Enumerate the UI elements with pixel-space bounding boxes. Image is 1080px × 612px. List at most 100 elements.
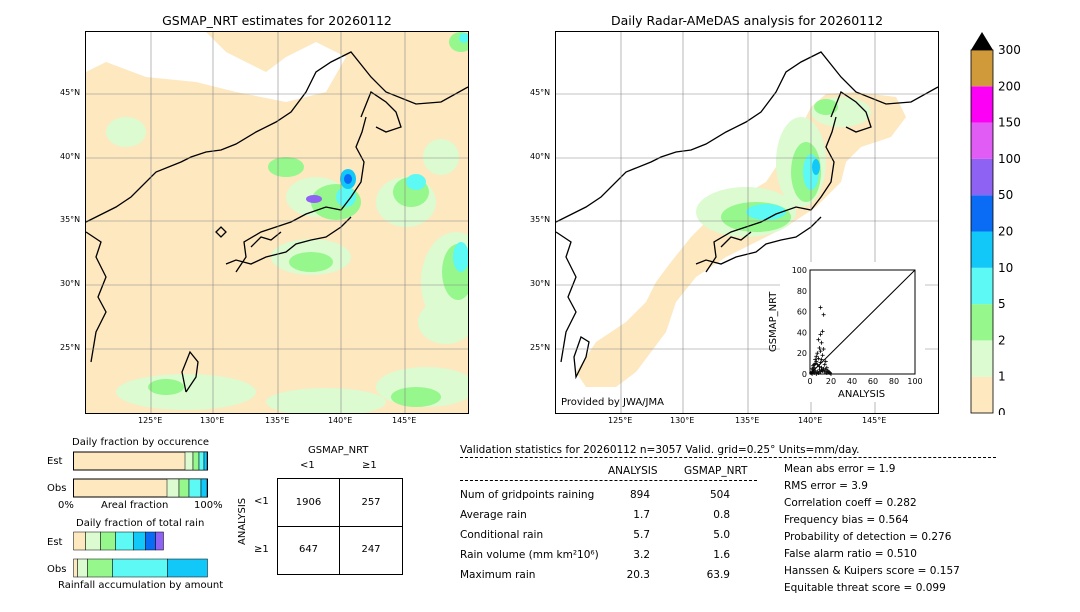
colorbar-tick-label: 300 (998, 43, 1021, 57)
rain-area (148, 379, 184, 395)
left-map-title: GSMAP_NRT estimates for 20260112 (162, 13, 392, 28)
y-tick-label: 60 (797, 308, 807, 317)
contingency-cell: 247 (361, 544, 381, 555)
scatter-point (812, 362, 817, 367)
colorbar-frame (970, 49, 994, 414)
scatter-point (813, 357, 818, 362)
scatter-point (819, 340, 824, 345)
scatter-point (816, 356, 821, 361)
colorbar-tick-label: 50 (998, 188, 1013, 202)
scatter-point (820, 353, 825, 358)
scatter-point (813, 368, 818, 373)
lat-label: 40°N (530, 152, 551, 161)
left-map-canvas (86, 32, 468, 413)
colorbar-swatch (971, 267, 993, 305)
colorbar-swatch (971, 86, 993, 123)
scatter-point (818, 332, 823, 337)
rain-area (459, 33, 468, 43)
scatter-point (817, 364, 822, 369)
lat-label: 30°N (60, 279, 81, 288)
est-bar-segment (155, 531, 164, 551)
lon-label: 140°E (328, 416, 353, 425)
obs-bar-segment (73, 558, 78, 578)
stat-analysis: 5.7 (633, 529, 650, 541)
stat-label: Average rain (460, 509, 527, 521)
obs-bar-segment (77, 558, 88, 578)
fraction-occurrence-title: Daily fraction by occurence (72, 437, 210, 448)
contingency-title: GSMAP_NRT (308, 445, 369, 456)
score: Correlation coeff = 0.282 (784, 497, 917, 509)
colorbar-tick-label: 150 (998, 116, 1021, 130)
contingency-cell: 1906 (295, 497, 322, 508)
contingency-cell: 257 (361, 497, 381, 508)
rain-area (814, 99, 838, 115)
row-label-est: Est (47, 456, 63, 467)
colorbar-swatch (971, 158, 993, 196)
colorbar-swatch (971, 50, 993, 87)
x-tick-label: 80 (889, 377, 899, 386)
contingency-row-label: ≥1 (254, 544, 269, 555)
stat-analysis: 20.3 (626, 569, 650, 581)
est-bar-segment (100, 531, 116, 551)
rain-area (406, 174, 426, 190)
lat-label: 40°N (60, 152, 81, 161)
scatter-inset: 0 0 20 20 40 40 60 60 80 80 100 100 (780, 262, 925, 402)
scatter-point (817, 346, 822, 350)
est-bar-segment (145, 531, 156, 551)
one-to-one-line (809, 269, 916, 375)
fraction-occurrence-bars (73, 451, 208, 498)
score: False alarm ratio = 0.510 (784, 548, 917, 560)
stat-analysis: 1.7 (633, 509, 650, 521)
rain-area (812, 159, 820, 175)
contingency-col-label: ≥1 (362, 460, 377, 471)
colorbar-swatch (971, 340, 993, 377)
x-tick-label: 40 (847, 377, 857, 386)
scatter-point (820, 329, 825, 334)
score: Equitable threat score = 0.099 (784, 582, 946, 594)
colorbar-tick-label: 100 (998, 152, 1021, 166)
colorbar-swatch (971, 304, 993, 341)
obs-bar-segment (112, 558, 168, 578)
stat-gsmap: 504 (709, 489, 730, 501)
rain-area (453, 242, 468, 272)
areal-xlabel-left: 0% (58, 500, 74, 511)
scatter-point (814, 359, 819, 364)
colorbar-tick-label: 20 (998, 225, 1013, 239)
lon-label: 130°E (200, 416, 225, 425)
lat-label: 35°N (60, 215, 81, 224)
stat-gsmap: 5.0 (713, 529, 730, 541)
y-tick-label: 40 (797, 328, 807, 337)
scatter-point (821, 347, 826, 352)
est-bar-segment (133, 531, 146, 551)
x-tick-label: 20 (826, 377, 836, 386)
stat-label: Rain volume (mm km²10⁶) (460, 549, 599, 561)
colorbar-tick-label: 1 (998, 370, 1006, 384)
scatter-point (818, 369, 823, 374)
coastline (556, 51, 938, 380)
scatter-point (819, 367, 824, 372)
colorbar-canvas: 0 1 2 5 10 20 50 100 150 200 300 (970, 32, 1021, 420)
coastline (86, 51, 468, 393)
scatter-plot: 00 20 20 40 40 60 60 80 80 100 100 (792, 266, 923, 386)
data-credit: Provided by JWA/JMA (561, 397, 664, 408)
scatter-point (824, 365, 829, 370)
scatter-ylabel: GSMAP_NRT (768, 291, 779, 352)
rain-area (268, 157, 304, 177)
colorbar-tick-label: 200 (998, 79, 1021, 93)
scatter-point (818, 305, 823, 310)
score: Frequency bias = 0.564 (784, 514, 909, 526)
lat-label: 25°N (60, 343, 81, 352)
scatter-point (816, 370, 821, 375)
est-bar-segment (115, 531, 134, 551)
obs-bar-segment (188, 478, 202, 498)
stat-gsmap: 63.9 (706, 569, 730, 581)
contingency-row-label: <1 (254, 496, 269, 507)
row-label-obs: Obs (47, 483, 67, 494)
scatter-point (823, 367, 828, 372)
x-tick-label: 100 (907, 377, 922, 386)
scatter-point (821, 366, 826, 371)
colorbar-extend-arrow (971, 32, 993, 50)
col-analysis: ANALYSIS (608, 465, 658, 477)
score: Probability of detection = 0.276 (784, 531, 952, 543)
scatter-point (818, 360, 823, 365)
